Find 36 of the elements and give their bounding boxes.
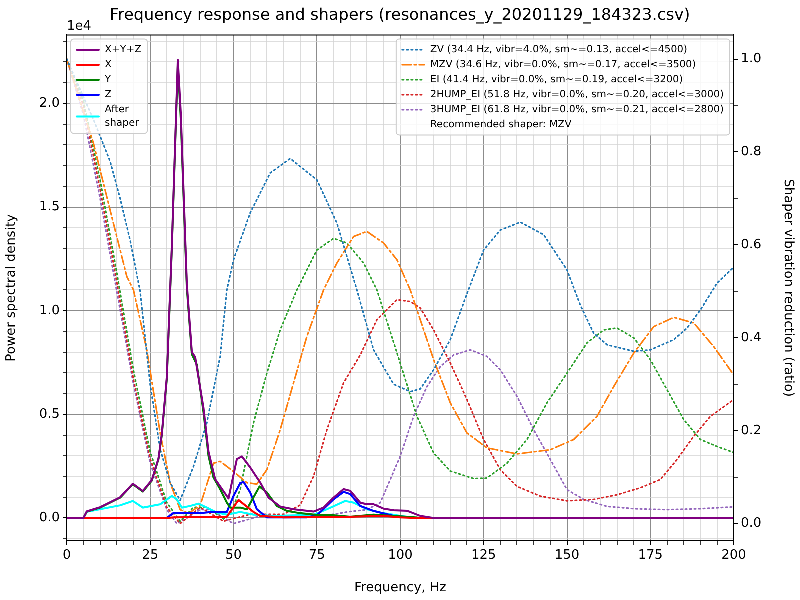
y2-axis-title: Shaper vibration reduction (ratio)	[780, 179, 796, 398]
x-tick-label: 125	[471, 548, 496, 564]
legend-label: EI (41.4 Hz, vibr=0.0%, sm~=0.19, accel<=3200)	[430, 74, 684, 86]
legend-label: MZV (34.6 Hz, vibr=0.0%, sm~=0.17, accel<=3500)	[430, 60, 696, 71]
legend-label: X	[105, 60, 112, 71]
x-tick-label: 150	[554, 548, 580, 564]
y-tick-label: 1.5	[39, 200, 60, 215]
legend-label: X+Y+Z	[105, 44, 142, 56]
y-tick-label: 0.0	[39, 510, 60, 526]
legend-label: Y	[104, 74, 112, 86]
chart-title: Frequency response and shapers (resonances_y_20201129_184323.csv)	[110, 4, 690, 24]
y2-tick-label: 1.0	[741, 52, 762, 67]
legend-label: Z	[105, 90, 112, 101]
legend-label: 2HUMP_EI (51.8 Hz, vibr=0.0%, sm~=0.20, accel<=3000)	[430, 90, 724, 101]
x-tick-label: 200	[722, 548, 746, 564]
annotation: Recommended shaper: MZV	[430, 120, 572, 131]
x-tick-label: 25	[142, 548, 159, 564]
x-axis-title: Frequency, Hz	[354, 580, 447, 596]
y-tick-label: 2.0	[39, 96, 60, 111]
y2-tick-label: 0.2	[741, 423, 762, 438]
x-tick-label: 50	[225, 548, 242, 564]
legend-label: 3HUMP_EI (61.8 Hz, vibr=0.0%, sm~=0.21, accel<=2800)	[430, 104, 724, 116]
x-tick-label: 75	[308, 548, 326, 564]
y2-tick-label: 0.6	[741, 238, 762, 253]
text: 1e4	[67, 19, 92, 34]
x-tick-label: 175	[638, 548, 664, 564]
y2-tick-label: 0.0	[741, 516, 762, 532]
y-tick-label: 1.0	[39, 303, 60, 318]
x-tick-label: 100	[388, 548, 413, 564]
y-tick-label: 0.5	[39, 406, 60, 422]
x-tick-label: 0	[62, 548, 72, 564]
y2-tick-label: 0.8	[741, 144, 762, 160]
y2-tick-label: 0.4	[741, 330, 762, 346]
y-axis-title: Power spectral density	[4, 214, 20, 362]
legend-label: After shaper	[105, 104, 140, 130]
legend-label: ZV (34.4 Hz, vibr=4.0%, sm~=0.13, accel<=4500)	[430, 44, 688, 56]
